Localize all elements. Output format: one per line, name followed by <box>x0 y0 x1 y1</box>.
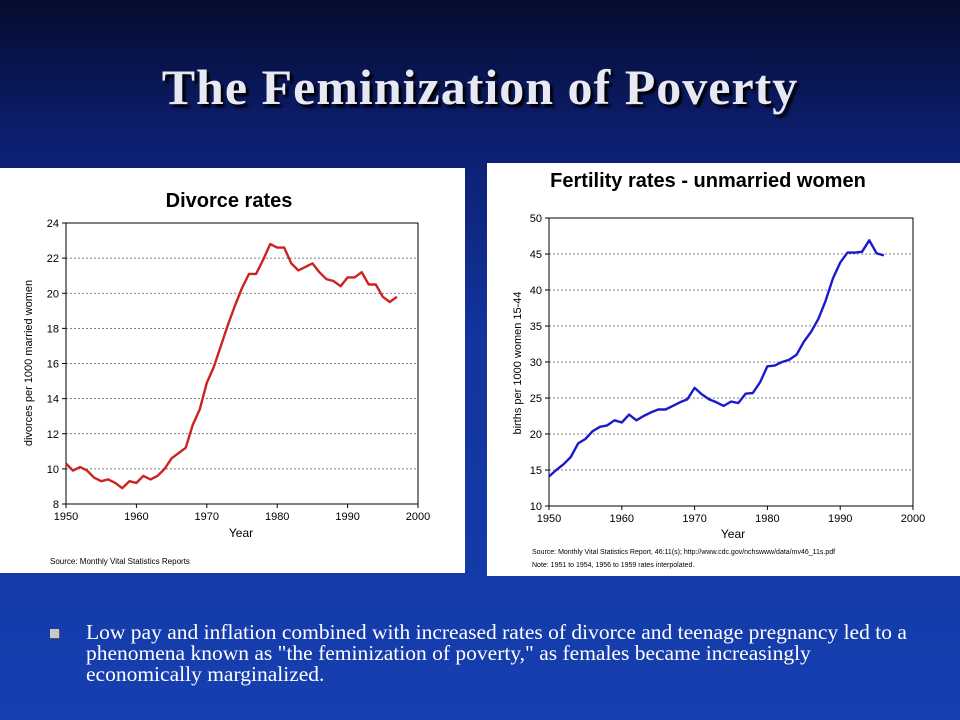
divorce-y-tick-label: 14 <box>47 394 59 406</box>
fertility-x-tick-label: 1980 <box>755 513 779 525</box>
divorce-y-axis-label: divorces per 1000 married women <box>23 280 35 446</box>
divorce-chart-title: Divorce rates <box>166 190 293 212</box>
fertility-x-axis-label: Year <box>721 527 745 541</box>
divorce-source-note: Source: Monthly Vital Statistics Reports <box>50 557 190 566</box>
fertility-y-tick-label: 50 <box>530 213 542 225</box>
divorce-x-tick-label: 1980 <box>265 511 289 523</box>
fertility-y-tick-label: 10 <box>530 501 542 513</box>
fertility-chart-panel: Fertility rates - unmarried women Year b… <box>487 163 960 576</box>
divorce-x-tick-label: 1990 <box>335 511 359 523</box>
fertility-chart-title: Fertility rates - unmarried women <box>550 170 866 192</box>
fertility-y-tick-label: 35 <box>530 321 542 333</box>
slide-title: The Feminization of Poverty <box>161 59 799 115</box>
divorce-y-tick-label: 18 <box>47 323 59 335</box>
divorce-y-tick-label: 20 <box>47 288 59 300</box>
divorce-y-tick-label: 22 <box>47 253 59 265</box>
fertility-y-tick-label: 40 <box>530 285 542 297</box>
divorce-x-tick-label: 1950 <box>54 511 78 523</box>
fertility-x-tick-label: 1970 <box>682 513 706 525</box>
divorce-x-axis-label: Year <box>229 526 253 540</box>
divorce-y-tick-label: 10 <box>47 464 59 476</box>
fertility-x-tick-label: 1950 <box>537 513 561 525</box>
fertility-x-tick-label: 1960 <box>610 513 634 525</box>
fertility-series-line <box>548 239 885 478</box>
fertility-x-tick-label: 2000 <box>901 513 925 525</box>
fertility-y-tick-label: 25 <box>530 393 542 405</box>
fertility-plot-frame <box>548 217 914 507</box>
divorce-series-line <box>65 242 398 490</box>
fertility-y-tick-label: 30 <box>530 357 542 369</box>
divorce-y-tick-label: 12 <box>47 429 59 441</box>
divorce-y-tick-label: 24 <box>47 218 59 230</box>
bullet-text: Low pay and inflation combined with incr… <box>86 620 907 686</box>
fertility-y-tick-label: 15 <box>530 465 542 477</box>
fertility-y-axis-label: births per 1000 women 15-44 <box>512 291 524 434</box>
fertility-interpolation-note: Note: 1951 to 1954, 1956 to 1959 rates i… <box>532 562 694 569</box>
fertility-y-tick-label: 20 <box>530 429 542 441</box>
divorce-y-tick-label: 16 <box>47 359 59 371</box>
divorce-x-tick-label: 1960 <box>124 511 148 523</box>
divorce-chart: Divorce rates Year divorces per 1000 mar… <box>23 190 430 566</box>
fertility-chart: Fertility rates - unmarried women Year b… <box>512 170 925 569</box>
fertility-y-tick-label: 45 <box>530 249 542 261</box>
fertility-x-tick-label: 1990 <box>828 513 852 525</box>
divorce-y-tick-label: 8 <box>53 499 59 511</box>
fertility-source-note: Source: Monthly Vital Statistics Report,… <box>532 549 835 556</box>
divorce-x-tick-label: 1970 <box>195 511 219 523</box>
divorce-x-tick-label: 2000 <box>406 511 430 523</box>
divorce-plot-frame <box>65 222 419 505</box>
bullet-square-icon <box>50 629 59 638</box>
divorce-chart-panel: Divorce rates Year divorces per 1000 mar… <box>0 168 465 573</box>
